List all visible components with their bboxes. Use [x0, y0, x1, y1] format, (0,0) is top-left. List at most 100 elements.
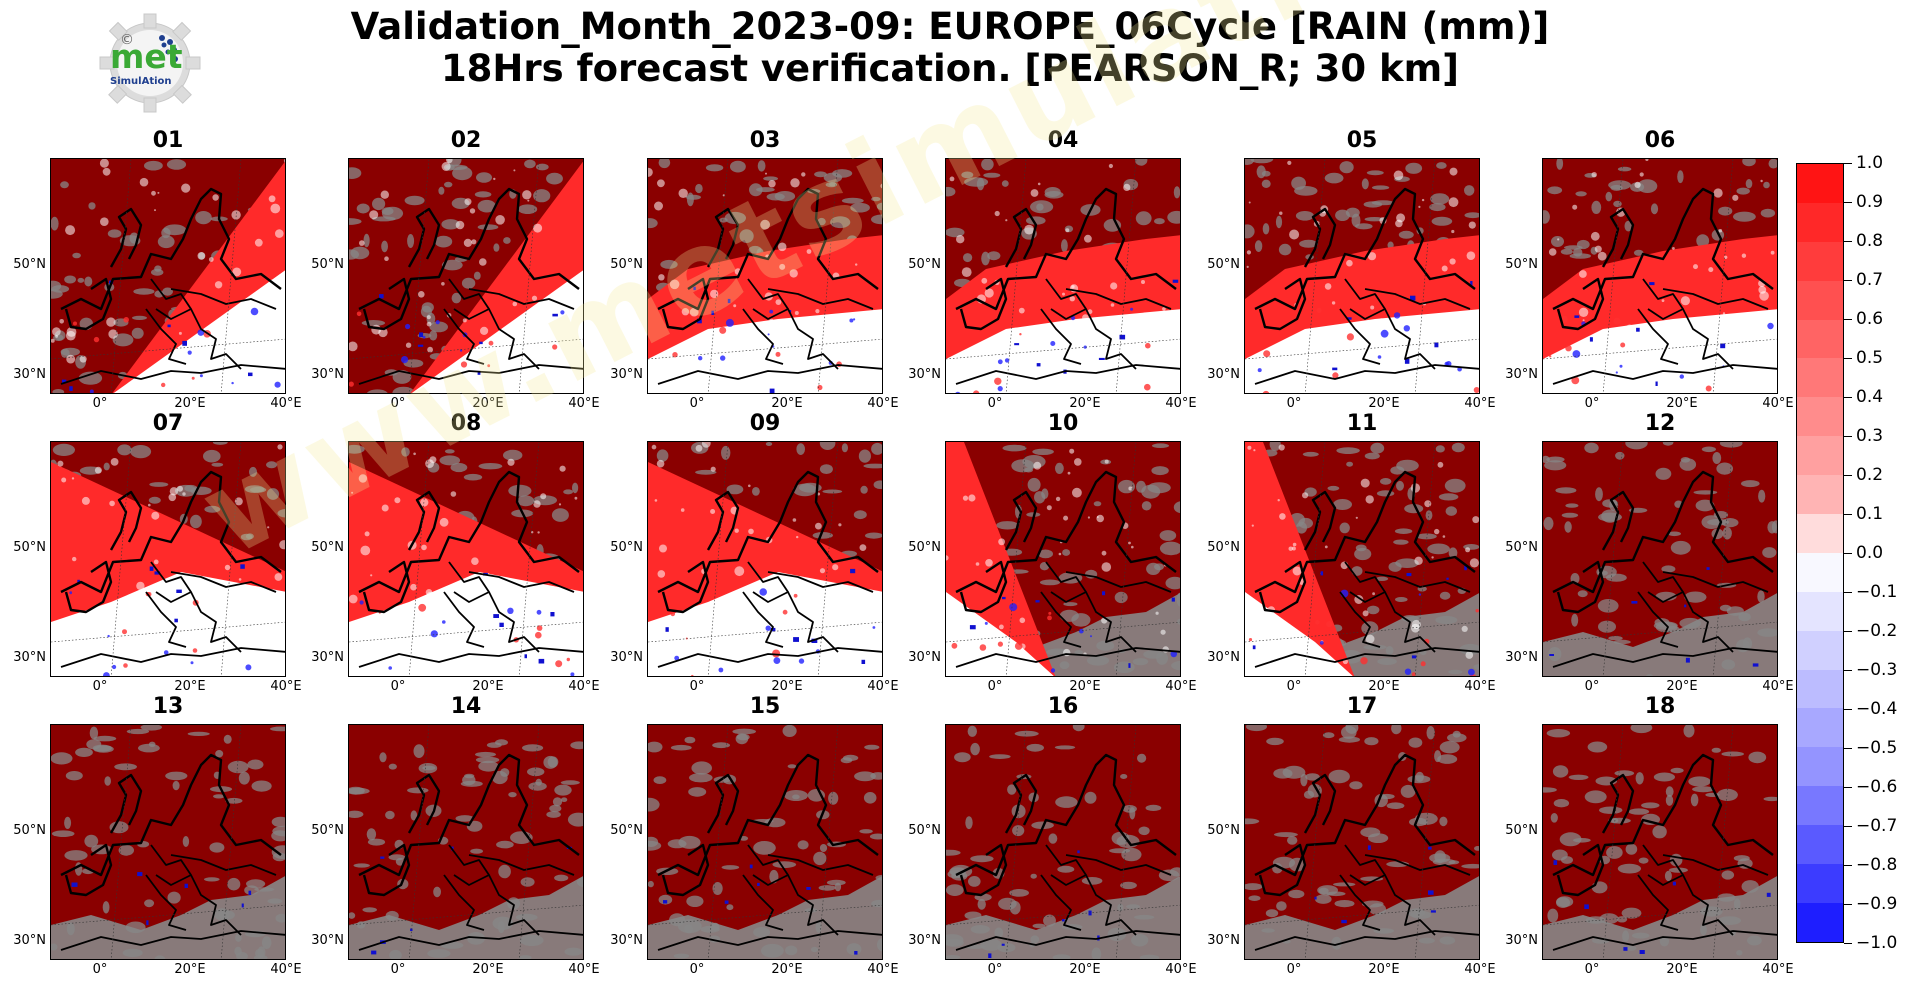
lat-label: 50°N	[610, 257, 643, 272]
lon-label: 20°E	[1368, 396, 1400, 411]
logo-subtext: SimulAtion	[110, 76, 172, 87]
lat-label: 50°N	[1207, 823, 1240, 838]
panel-title-09: 09	[749, 411, 781, 436]
lon-label: 40°E	[867, 679, 899, 694]
colorbar-tick-label: 0.0	[1856, 543, 1884, 563]
colorbar-tick	[1844, 202, 1852, 203]
lat-label: 30°N	[311, 933, 344, 948]
lon-label: 0°	[987, 396, 1003, 411]
lat-label: 30°N	[1505, 650, 1538, 665]
colorbar-segment	[1797, 708, 1843, 748]
lat-label: 30°N	[1505, 367, 1538, 382]
lat-label: 50°N	[610, 540, 643, 555]
colorbar-tick	[1844, 631, 1852, 632]
figure-title: Validation_Month_2023-09: EUROPE_06Cycle…	[250, 6, 1650, 90]
lon-label: 0°	[92, 679, 108, 694]
colorbar-segment	[1797, 319, 1843, 359]
lon-label: 40°E	[1762, 962, 1794, 977]
lat-label: 30°N	[908, 650, 941, 665]
colorbar-tick	[1844, 358, 1852, 359]
lat-label: 30°N	[1207, 933, 1240, 948]
correlation-map-panel	[945, 158, 1181, 394]
colorbar-tick	[1844, 553, 1852, 554]
lat-label: 30°N	[1505, 933, 1538, 948]
lon-label: 0°	[92, 396, 108, 411]
lat-label: 50°N	[13, 823, 46, 838]
colorbar-tick-label: 0.8	[1856, 231, 1884, 251]
correlation-map-panel	[1542, 724, 1778, 960]
correlation-map-panel	[647, 441, 883, 677]
lat-label: 50°N	[1207, 257, 1240, 272]
colorbar-tick-label: 0.2	[1856, 465, 1884, 485]
lon-label: 20°E	[1666, 396, 1698, 411]
colorbar-segment	[1797, 436, 1843, 476]
lon-label: 20°E	[174, 962, 206, 977]
colorbar-tick	[1844, 241, 1852, 242]
lon-label: 40°E	[1762, 679, 1794, 694]
colorbar-tick	[1844, 436, 1852, 437]
lon-label: 0°	[390, 679, 406, 694]
colorbar-tick-label: −0.3	[1856, 660, 1898, 680]
lon-label: 0°	[689, 396, 705, 411]
correlation-map-panel	[945, 724, 1181, 960]
correlation-map-panel	[50, 724, 286, 960]
panel-title-03: 03	[749, 128, 781, 153]
lon-label: 20°E	[771, 396, 803, 411]
lon-label: 40°E	[867, 962, 899, 977]
colorbar-tick-label: −0.9	[1856, 894, 1898, 914]
lat-label: 30°N	[311, 650, 344, 665]
correlation-map-panel	[50, 158, 286, 394]
correlation-map-panel	[647, 158, 883, 394]
colorbar-tick	[1844, 514, 1852, 515]
colorbar-tick-label: 0.3	[1856, 426, 1884, 446]
panel-title-02: 02	[450, 128, 482, 153]
lat-label: 50°N	[1505, 540, 1538, 555]
correlation-map-panel	[50, 441, 286, 677]
correlation-map-panel	[647, 724, 883, 960]
colorbar-tick	[1844, 670, 1852, 671]
lat-label: 50°N	[311, 257, 344, 272]
lon-label: 20°E	[1666, 962, 1698, 977]
colorbar-tick-label: −1.0	[1856, 933, 1898, 953]
lat-label: 30°N	[610, 650, 643, 665]
lon-label: 40°E	[1762, 396, 1794, 411]
colorbar-tick-label: −0.7	[1856, 816, 1898, 836]
lat-label: 30°N	[610, 933, 643, 948]
lon-label: 0°	[390, 396, 406, 411]
lat-label: 50°N	[311, 823, 344, 838]
correlation-map-panel	[348, 158, 584, 394]
lon-label: 0°	[1286, 679, 1302, 694]
lon-label: 20°E	[771, 962, 803, 977]
lat-label: 30°N	[908, 933, 941, 948]
lon-label: 40°E	[270, 396, 302, 411]
lon-label: 20°E	[1069, 396, 1101, 411]
colorbar-tick	[1844, 163, 1852, 164]
lon-label: 20°E	[1069, 679, 1101, 694]
panel-title-08: 08	[450, 411, 482, 436]
lon-label: 20°E	[1368, 679, 1400, 694]
lat-label: 50°N	[13, 540, 46, 555]
lon-label: 40°E	[568, 396, 600, 411]
lat-label: 50°N	[908, 823, 941, 838]
correlation-map-panel	[1542, 158, 1778, 394]
lon-label: 40°E	[568, 679, 600, 694]
colorbar-tick-label: 1.0	[1856, 153, 1884, 173]
lon-label: 20°E	[174, 679, 206, 694]
lon-label: 0°	[689, 962, 705, 977]
lon-label: 20°E	[1666, 679, 1698, 694]
lat-label: 50°N	[1505, 823, 1538, 838]
lat-label: 30°N	[13, 367, 46, 382]
correlation-map-panel	[348, 441, 584, 677]
lon-label: 40°E	[568, 962, 600, 977]
lon-label: 20°E	[771, 679, 803, 694]
lat-label: 50°N	[610, 823, 643, 838]
colorbar-segment	[1797, 902, 1843, 942]
lat-label: 50°N	[1207, 540, 1240, 555]
colorbar-segment	[1797, 552, 1843, 592]
lon-label: 40°E	[270, 962, 302, 977]
panel-title-18: 18	[1644, 694, 1676, 719]
lon-label: 20°E	[472, 962, 504, 977]
colorbar-segment	[1797, 241, 1843, 281]
met-simulation-logo: © met SimulAtion	[98, 12, 202, 114]
